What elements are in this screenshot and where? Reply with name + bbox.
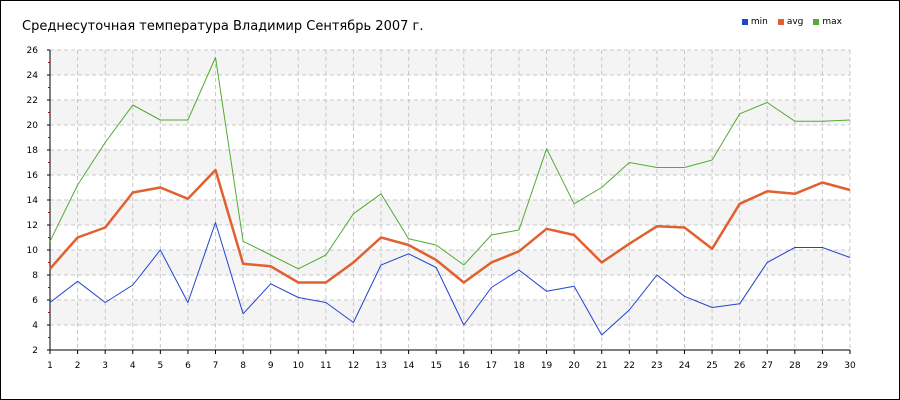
x-tick-label: 7 [213, 361, 219, 371]
x-tick-label: 9 [268, 361, 274, 371]
x-tick-label: 28 [789, 361, 801, 371]
legend-swatch-min [741, 19, 748, 25]
x-tick-label: 25 [706, 361, 717, 371]
legend-swatch-max [813, 19, 820, 25]
x-tick-label: 23 [651, 361, 662, 371]
x-tick-label: 10 [293, 361, 305, 371]
x-tick-label: 17 [486, 361, 497, 371]
legend-item-min: min [741, 17, 768, 27]
legend-label-avg: avg [786, 17, 804, 27]
y-tick-label: 26 [27, 46, 39, 56]
grid-band [50, 150, 850, 175]
series-line-max [49, 57, 851, 270]
legend-item-max: max [813, 17, 842, 27]
x-tick-label: 19 [541, 361, 553, 371]
series-line-avg [49, 168, 851, 284]
y-tick-label: 20 [27, 121, 39, 131]
x-tick-label: 16 [458, 361, 470, 371]
x-tick-label: 20 [568, 361, 580, 371]
x-tick-label: 5 [157, 361, 163, 371]
y-tick-label: 22 [27, 96, 38, 106]
legend-label-max: max [822, 17, 842, 27]
legend-swatch-avg [777, 19, 784, 25]
legend-label-min: min [750, 17, 768, 27]
y-tick-label: 16 [27, 171, 39, 181]
grid-band [50, 75, 850, 100]
y-tick-label: 14 [27, 196, 39, 206]
legend-item-avg: avg [777, 17, 804, 27]
grid-band [50, 125, 850, 150]
series-line-min [49, 222, 851, 336]
y-tick-label: 2 [32, 346, 38, 356]
x-tick-label: 15 [430, 361, 441, 371]
x-tick-label: 14 [403, 361, 415, 371]
x-tick-label: 4 [130, 361, 136, 371]
x-tick-label: 26 [734, 361, 746, 371]
y-tick-label: 6 [32, 296, 38, 306]
x-tick-label: 11 [320, 361, 331, 371]
grid-band [50, 200, 850, 225]
y-tick-label: 4 [32, 321, 38, 331]
y-tick-label: 12 [27, 221, 38, 231]
x-tick-label: 6 [185, 361, 191, 371]
y-tick-label: 24 [27, 71, 39, 81]
x-tick-label: 24 [679, 361, 691, 371]
y-tick-label: 10 [27, 246, 39, 256]
x-tick-label: 21 [596, 361, 607, 371]
grid-band [50, 50, 850, 75]
chart-title: Среднесуточная температура Владимир Сент… [22, 19, 424, 34]
x-tick-label: 30 [844, 361, 856, 371]
x-tick-label: 13 [375, 361, 386, 371]
x-tick-label: 29 [817, 361, 829, 371]
grid-band [50, 100, 850, 125]
y-tick-label: 18 [27, 146, 39, 156]
x-tick-label: 1 [47, 361, 53, 371]
x-tick-label: 18 [513, 361, 525, 371]
x-tick-label: 8 [240, 361, 246, 371]
chart-legend: min avg max [741, 17, 842, 27]
x-tick-label: 3 [102, 361, 108, 371]
grid-band [50, 300, 850, 325]
x-tick-label: 2 [75, 361, 81, 371]
grid-band [50, 175, 850, 200]
grid-band [50, 225, 850, 250]
x-tick-label: 27 [762, 361, 773, 371]
x-tick-label: 12 [348, 361, 359, 371]
grid-band [50, 325, 850, 350]
y-tick-label: 8 [32, 271, 38, 281]
x-tick-label: 22 [624, 361, 635, 371]
